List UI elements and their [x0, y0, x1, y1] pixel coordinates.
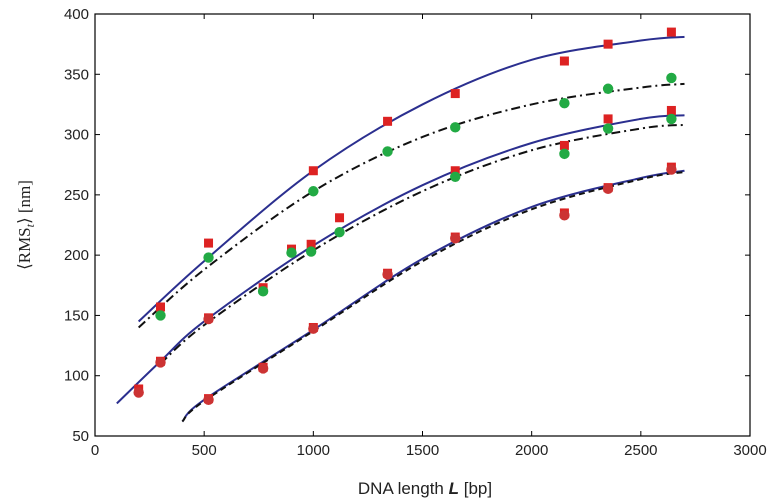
fit-curve-2 — [116, 114, 685, 405]
fit-curve-4 — [181, 169, 685, 423]
circle-marker — [286, 247, 297, 258]
circle-marker — [450, 171, 461, 182]
y-tick-label: 250 — [64, 187, 89, 204]
square-marker — [559, 56, 569, 66]
circle-marker — [257, 286, 269, 297]
circle-marker — [666, 72, 677, 84]
y-tick-label: 200 — [64, 247, 89, 264]
circle-marker — [602, 123, 614, 134]
circle-marker — [559, 148, 570, 160]
circle-marker — [203, 394, 214, 406]
x-tick-label: 1000 — [297, 442, 330, 459]
circle-marker — [602, 183, 614, 195]
square-marker — [559, 140, 569, 150]
circle-marker — [559, 98, 570, 109]
y-axis-label: ⟨RMSt⟩ [nm] — [15, 180, 37, 270]
fit-curve-5 — [181, 170, 685, 423]
circle-marker — [203, 313, 214, 325]
data-markers — [133, 27, 677, 406]
circle-marker — [450, 122, 461, 133]
circle-marker — [382, 146, 393, 157]
circle-marker — [602, 83, 614, 94]
circle-marker — [257, 363, 269, 374]
y-tick-label: 400 — [64, 6, 89, 23]
x-tick-label: 1500 — [406, 442, 439, 459]
y-tick-label: 50 — [72, 428, 89, 445]
y-tick-label: 150 — [64, 307, 89, 324]
circle-marker — [382, 269, 393, 280]
fit-curve-1 — [138, 82, 685, 329]
square-marker — [450, 166, 460, 176]
y-tick-label: 300 — [64, 127, 89, 144]
circle-marker — [334, 227, 345, 238]
square-marker — [335, 213, 345, 223]
x-tick-label: 0 — [91, 442, 99, 459]
circle-marker — [308, 323, 319, 334]
fit-curve-3 — [159, 123, 685, 365]
circle-marker — [450, 233, 461, 244]
circle-marker — [559, 210, 570, 221]
square-marker — [308, 166, 318, 176]
y-tick-label: 100 — [64, 368, 89, 385]
square-marker — [666, 105, 676, 115]
circle-marker — [666, 164, 677, 175]
x-tick-label: 2500 — [624, 442, 657, 459]
square-marker — [450, 89, 460, 99]
circle-marker — [155, 357, 166, 368]
x-axis-label: DNA length L [bp] — [358, 479, 492, 498]
y-tick-label: 350 — [64, 66, 89, 83]
x-tick-label: 500 — [192, 442, 217, 459]
circle-marker — [308, 186, 319, 197]
circle-marker — [305, 246, 317, 257]
circle-marker — [203, 252, 214, 263]
fit-curve-0 — [137, 35, 685, 323]
circle-marker — [155, 310, 166, 321]
axis-ticks: 0 500 1000 1500 2000 2500 3000 50 100 150 200 250 30… — [64, 6, 767, 459]
plot-frame — [94, 13, 751, 437]
square-marker — [666, 27, 676, 37]
square-marker — [603, 114, 613, 124]
fit-curves — [116, 35, 685, 423]
circle-marker — [133, 387, 144, 398]
square-marker — [156, 302, 165, 312]
square-marker — [306, 239, 316, 249]
square-marker — [383, 116, 393, 126]
x-tick-label: 3000 — [733, 442, 766, 459]
square-marker — [603, 39, 613, 49]
circle-marker — [666, 113, 677, 125]
x-tick-label: 2000 — [515, 442, 548, 459]
square-marker — [204, 238, 214, 248]
